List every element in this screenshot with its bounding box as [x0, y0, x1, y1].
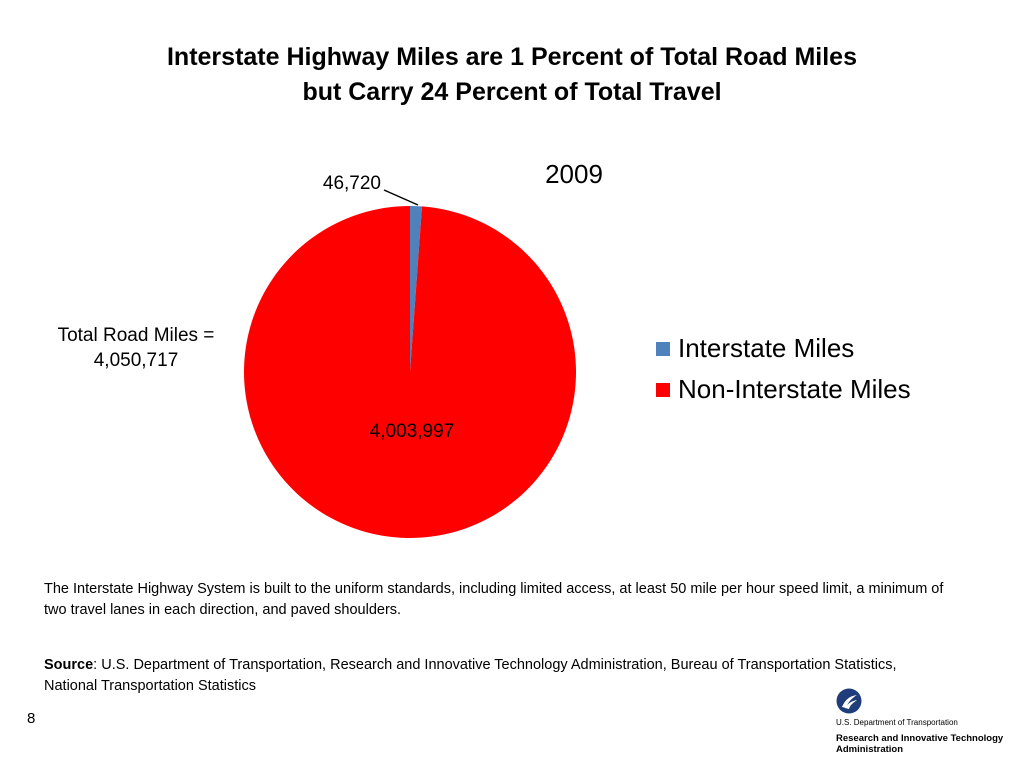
dot-emblem-icon [836, 688, 862, 714]
chart-title: 2009 [545, 159, 603, 189]
source-citation: Source: U.S. Department of Transportatio… [44, 655, 944, 697]
pie-chart: 2009 46,720 4,003,997 [244, 159, 603, 538]
legend-label-non-interstate: Non-Interstate Miles [678, 374, 911, 404]
chart-legend: Interstate Miles Non-Interstate Miles [656, 328, 911, 410]
pie-slice-interstate-miles [410, 206, 423, 372]
slide-title: Interstate Highway Miles are 1 Percent o… [0, 40, 1024, 110]
legend-label-interstate: Interstate Miles [678, 333, 855, 363]
pie-slices [244, 206, 577, 538]
total-road-miles-line1: Total Road Miles = [57, 325, 215, 346]
logo-department-text: U.S. Department of Transportation [836, 718, 958, 727]
source-text: : U.S. Department of Transportation, Res… [44, 657, 897, 694]
slice-label-interstate: 46,720 [323, 173, 381, 194]
slide-title-line1: Interstate Highway Miles are 1 Percent o… [166, 43, 857, 71]
interstate-note: The Interstate Highway System is built t… [44, 581, 944, 618]
logo-admin-line2: Administration [836, 744, 904, 755]
total-road-miles-value: 4,050,717 [93, 350, 179, 371]
legend-swatch-non-interstate [656, 382, 670, 397]
legend-item-interstate: Interstate Miles [656, 328, 911, 369]
logo-admin-text: Research and Innovative Technology Admin… [836, 733, 1016, 755]
leader-line [383, 189, 419, 206]
dot-logo: U.S. Department of Transportation Resear… [836, 688, 1016, 758]
page-number: 8 [27, 710, 36, 727]
logo-admin-line1: Research and Innovative Technology [836, 733, 1004, 744]
legend-swatch-interstate [656, 341, 670, 356]
source-label: Source [44, 657, 94, 673]
total-road-miles-label: Total Road Miles = 4,050,717 [30, 323, 242, 373]
slice-label-non-interstate: 4,003,997 [370, 421, 455, 442]
legend-item-non-interstate: Non-Interstate Miles [656, 369, 911, 410]
pie-slice-non-interstate-miles [244, 206, 577, 538]
slide-title-line2: but Carry 24 Percent of Total Travel [302, 78, 722, 106]
